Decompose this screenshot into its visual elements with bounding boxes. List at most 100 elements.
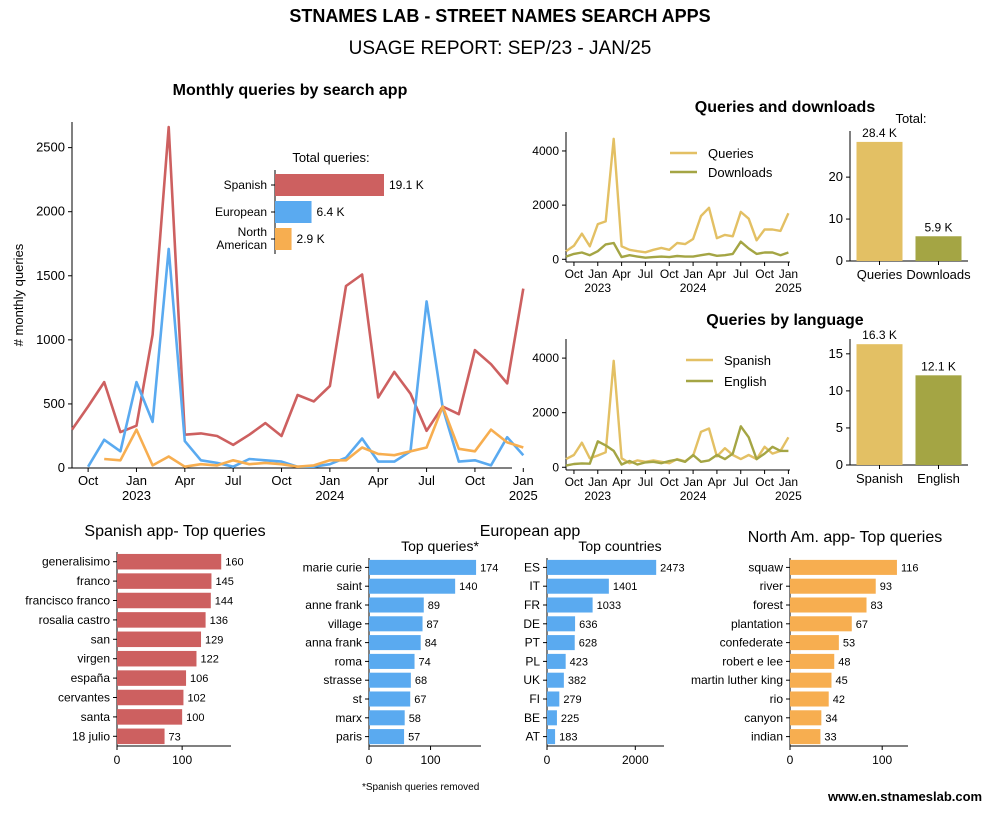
monthly-ytick-label: 2000 [36, 204, 65, 219]
north-am-top-bar [790, 710, 822, 726]
qd-totals-value-label: 28.4 K [862, 126, 897, 140]
spanish-top-category-label: cervantes [58, 691, 110, 705]
european-countries-category-label: ES [524, 560, 540, 574]
lang-totals-category-label: English [917, 471, 960, 486]
spanish-top-bar [117, 553, 222, 570]
qd-xtick-label: Oct [755, 267, 774, 281]
european-top-category-label: paris [336, 730, 362, 744]
qd-year-label: 2025 [775, 281, 802, 295]
european-countries-value-label: 1401 [613, 581, 637, 593]
north-am-top-value-label: 45 [835, 675, 847, 687]
north-am-top-bar [790, 653, 835, 669]
lang-xtick-label: Jan [779, 475, 798, 489]
european-top-bar [369, 559, 477, 575]
north-am-top-value-label: 67 [856, 619, 868, 631]
monthly-series-spanish [70, 125, 525, 447]
spanish-top-bar [117, 592, 211, 609]
monthly-xtick-label: Apr [175, 473, 196, 488]
north-am-top-value-label: 33 [824, 732, 836, 744]
inset-category-label: European [215, 205, 267, 219]
european-top-category-label: roma [335, 654, 363, 668]
spanish-top-category-label: francisco franco [25, 594, 110, 608]
monthly-xtick-label: Oct [78, 473, 99, 488]
monthly-year-label: 2023 [122, 488, 151, 503]
spanish-top-value-label: 144 [215, 596, 233, 608]
spanish-top-bar [117, 612, 206, 628]
spanish-top-value-label: 122 [200, 654, 218, 666]
european-top-xtick-label: 0 [366, 753, 373, 767]
north-am-top-category-label: rio [770, 692, 784, 706]
lang-xtick-label: Oct [660, 475, 679, 489]
european-countries-bar [547, 597, 593, 613]
qd-xtick-label: Apr [708, 267, 727, 281]
european-countries-bar [547, 710, 557, 726]
inset-category-label: American [216, 238, 267, 252]
qd-xtick-label: Jan [588, 267, 607, 281]
inset-bar-0 [275, 174, 384, 196]
lang-xtick-label: Jul [733, 475, 748, 489]
spanish-top-value-label: 160 [225, 557, 243, 569]
spanish-top-category-label: españa [71, 671, 111, 685]
spanish-top-value-label: 106 [190, 673, 208, 685]
spanish-top-category-label: rosalia castro [39, 613, 111, 627]
qd-ytick-label: 0 [552, 252, 559, 266]
website-link[interactable]: www.en.stnameslab.com [828, 789, 983, 804]
qd-xtick-label: Jan [779, 267, 798, 281]
north-am-top-category-label: forest [753, 598, 784, 612]
north-am-top-bar [790, 616, 852, 632]
spanish-top-value-label: 100 [186, 712, 204, 724]
lang-totals-value-label: 16.3 K [862, 328, 897, 342]
european-top-category-label: marx [335, 711, 362, 725]
spanish-top-xtick-label: 100 [172, 753, 192, 767]
european-top-bar [369, 616, 423, 632]
european-top-category-label: st [353, 692, 363, 706]
lang-totals-bar-spanish [856, 344, 903, 465]
north-am-top-value-label: 42 [833, 694, 845, 706]
monthly-series-european [86, 247, 525, 468]
european-top-bar [369, 691, 411, 707]
spanish-top-bar [117, 631, 202, 648]
north-am-top-bar [790, 672, 832, 688]
footnote: *Spanish queries removed [362, 782, 480, 793]
european-countries-title: Top countries [578, 538, 662, 554]
north-am-top-bar [790, 691, 829, 707]
monthly-xtick-label: Jul [418, 473, 435, 488]
european-top-xtick-label: 100 [421, 753, 441, 767]
european-top-value-label: 57 [408, 732, 420, 744]
lang-legend-label: Spanish [724, 353, 771, 368]
inset-category-label: North [238, 225, 267, 239]
qd-totals-bar-downloads [915, 236, 962, 261]
monthly-ytick-label: 1000 [36, 332, 65, 347]
european-top-value-label: 140 [459, 581, 477, 593]
qd-totals-ytick-label: 20 [829, 169, 843, 184]
european-top-bar [369, 578, 456, 594]
spanish-top-category-label: santa [81, 710, 111, 724]
qd-totals-title: Total: [895, 111, 926, 126]
north-am-top-category-label: plantation [731, 617, 783, 631]
lang-totals-ytick-label: 5 [836, 420, 843, 435]
monthly-xtick-label: Apr [368, 473, 389, 488]
european-top-bar [369, 653, 415, 669]
report-subtitle: USAGE REPORT: SEP/23 - JAN/25 [348, 38, 652, 59]
lang-totals-category-label: Spanish [856, 471, 903, 486]
european-countries-value-label: 225 [561, 713, 579, 725]
qd-year-label: 2024 [680, 281, 707, 295]
european-top-value-label: 89 [428, 600, 440, 612]
qd-ytick-label: 2000 [532, 198, 559, 212]
spanish-top-category-label: virgen [77, 652, 110, 666]
north-am-top-bar [790, 578, 876, 594]
queries-language-title: Queries by language [706, 312, 864, 329]
european-top-bar [369, 635, 421, 651]
european-countries-value-label: 2473 [660, 562, 684, 574]
inset-title: Total queries: [292, 150, 369, 165]
european-top-category-label: village [328, 617, 362, 631]
monthly-xtick-label: Jan [126, 473, 147, 488]
european-app-title: European app [479, 523, 581, 540]
european-countries-value-label: 382 [568, 675, 586, 687]
north-am-top-category-label: river [760, 579, 783, 593]
qd-totals-bar-queries [856, 141, 903, 261]
north-am-top-bar [790, 729, 821, 745]
european-countries-category-label: PL [525, 654, 540, 668]
north-am-top-xtick-label: 100 [872, 753, 892, 767]
